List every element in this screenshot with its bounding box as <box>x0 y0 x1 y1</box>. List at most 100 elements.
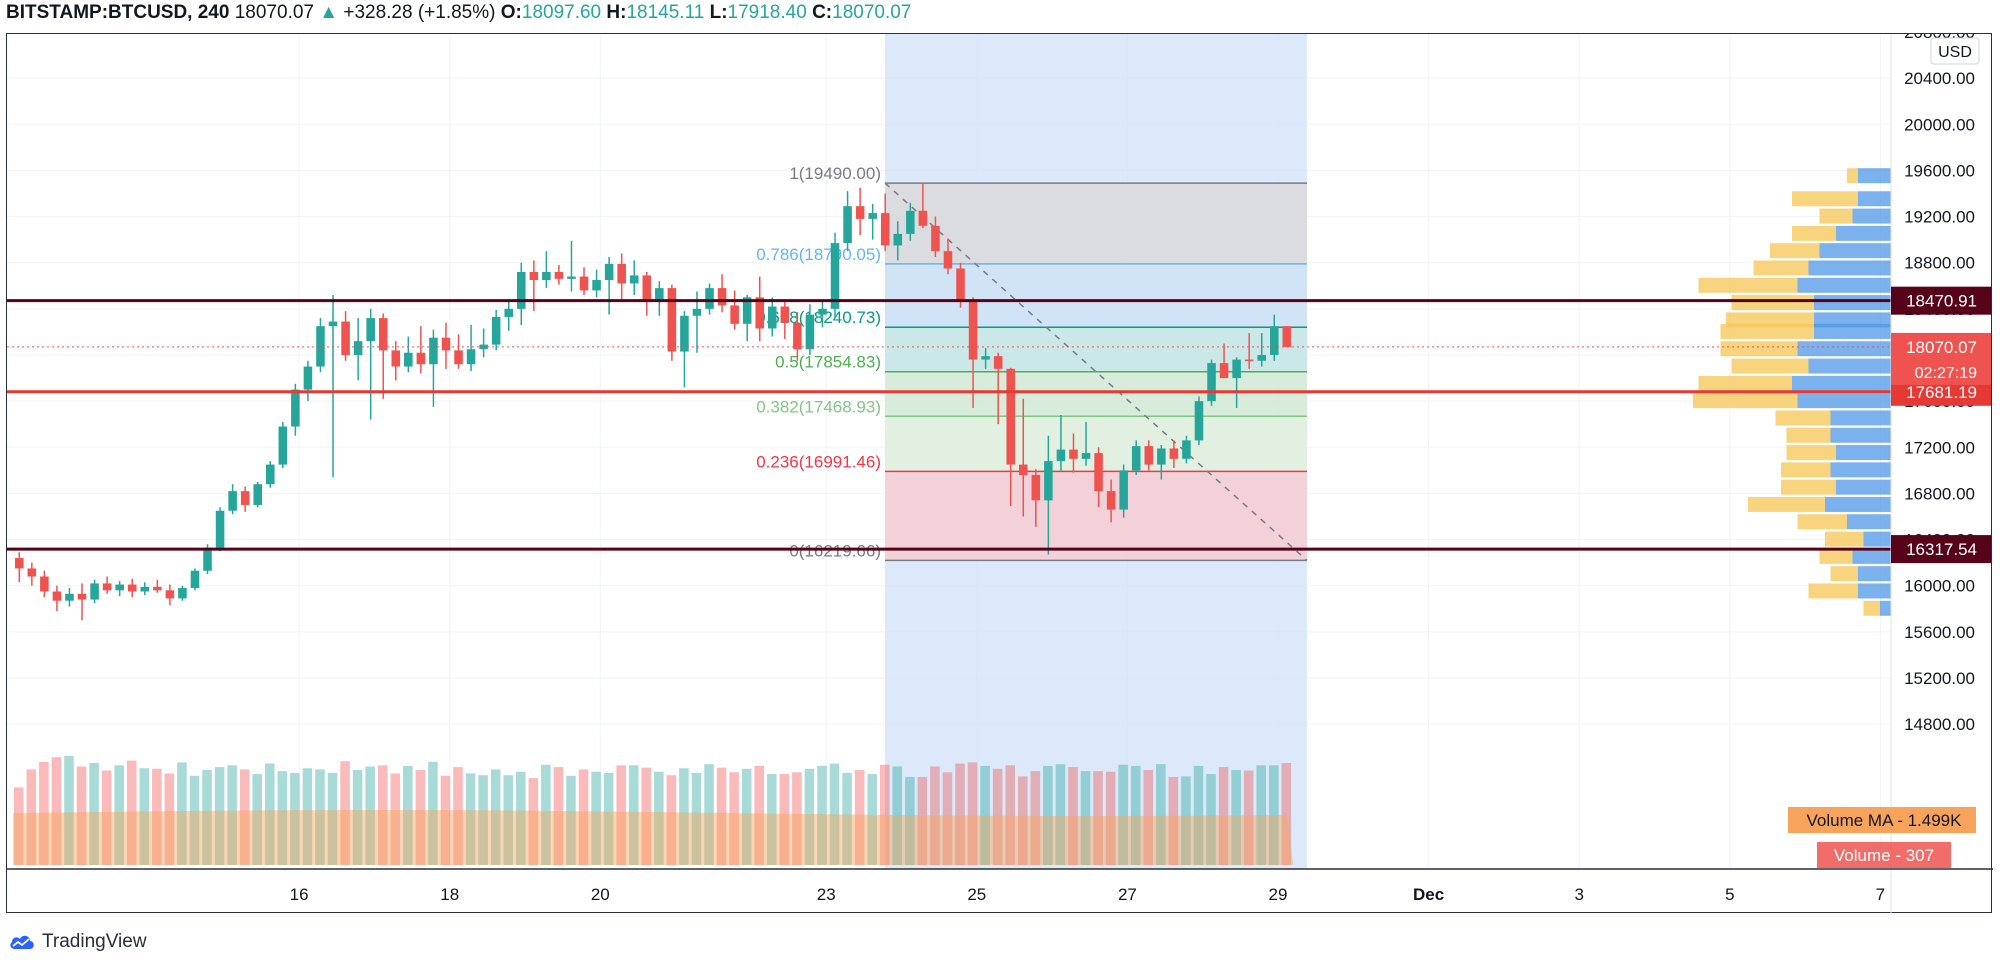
volume-profile-down <box>1792 191 1858 207</box>
level-price-label: 16317.54 <box>1906 540 1977 559</box>
volume-profile-up <box>1792 375 1891 391</box>
price-tick-label: 19600.00 <box>1904 161 1975 180</box>
candle-body <box>931 225 940 252</box>
volume-profile-down <box>1863 600 1880 616</box>
volume-bar <box>917 776 928 865</box>
volume-profile-down <box>1731 358 1809 374</box>
chart-frame[interactable]: 1(19490.00) 0.786(18790.05) 0.618(18240.73… <box>6 33 1993 914</box>
candle-body <box>27 568 37 577</box>
candle-body <box>517 271 526 309</box>
time-tick-label: 7 <box>1876 885 1885 904</box>
candle-body <box>178 588 187 599</box>
volume-bar <box>39 761 49 865</box>
volume-profile-up <box>1830 410 1891 426</box>
price-chart[interactable]: 1(19490.00)0.786(18790.05)0.618(18240.73… <box>7 34 1993 914</box>
volume-bar <box>905 776 915 865</box>
volume-bar <box>51 757 62 865</box>
candle-body <box>1069 449 1078 459</box>
fib-level-label: 0.786(18790.05) <box>756 245 881 264</box>
candle-body <box>830 243 840 309</box>
volume-bar <box>603 772 614 865</box>
candle-body <box>190 570 200 589</box>
candle-body <box>140 586 150 592</box>
candle-body <box>818 308 827 315</box>
volume-profile-down <box>1720 341 1798 357</box>
volume-bar <box>980 765 990 865</box>
volume-bar <box>591 771 601 865</box>
candle-body <box>416 352 426 365</box>
volume-profile-down <box>1830 566 1858 582</box>
price-tick-label: 14800.00 <box>1904 715 1975 734</box>
close-value: 18070.07 <box>832 2 912 23</box>
volume-profile-up <box>1808 260 1891 276</box>
candle-body <box>629 275 639 284</box>
candle-body <box>529 271 539 281</box>
volume-bar <box>164 773 175 865</box>
volume-bar <box>741 768 752 865</box>
candle-body <box>115 584 124 591</box>
brand-name[interactable]: TradingView <box>42 931 147 952</box>
candle-body <box>77 593 87 600</box>
candle-body <box>843 206 852 244</box>
fib-level-label: 0.5(17854.83) <box>775 353 881 372</box>
candle-body <box>868 213 877 219</box>
volume-bar <box>892 766 903 865</box>
candle-body <box>65 593 74 601</box>
level-price-label: 18470.91 <box>1906 292 1977 311</box>
volume-bar <box>792 772 802 865</box>
candle-body <box>441 337 451 351</box>
fib-zone-band <box>885 327 1307 372</box>
volume-bar <box>1118 764 1128 865</box>
volume-ma-label: Volume MA - 1.499K <box>1807 811 1963 830</box>
candle-body <box>504 308 513 317</box>
volume-bar <box>453 767 463 865</box>
volume-bar <box>1080 771 1091 865</box>
candle-body <box>592 280 601 291</box>
volume-profile-down <box>1698 375 1792 391</box>
volume-bar <box>804 768 815 865</box>
volume-bar <box>1231 769 1241 865</box>
volume-bar <box>265 763 275 865</box>
volume-bar <box>1093 771 1103 865</box>
volume-bar <box>490 769 501 865</box>
candle-body <box>742 297 752 324</box>
time-tick-label: 20 <box>591 885 610 904</box>
candle-body <box>855 206 865 219</box>
price-tick-label: 16000.00 <box>1904 577 1975 596</box>
volume-bar <box>327 772 338 865</box>
volume-bar <box>817 765 827 865</box>
change-arrow: ▲ <box>319 2 339 23</box>
volume-bar <box>566 775 576 865</box>
candle-body <box>266 464 275 485</box>
time-tick-label: 29 <box>1269 885 1288 904</box>
volume-profile-up <box>1808 358 1891 374</box>
time-tick-label: 23 <box>817 885 836 904</box>
symbol-name[interactable]: BITSTAMP:BTCUSD, 240 <box>6 2 230 23</box>
candle-body <box>1270 326 1279 355</box>
volume-profile-down <box>1770 243 1820 259</box>
last-price: 18070.07 <box>234 2 314 23</box>
fib-level-label: 0(16219.66) <box>789 541 881 560</box>
tradingview-cloud-icon[interactable] <box>8 933 36 951</box>
price-tick-label: 15600.00 <box>1904 623 1975 642</box>
candle-body <box>341 321 350 355</box>
volume-bar <box>377 765 388 865</box>
volume-profile-up <box>1819 243 1891 259</box>
fib-zone-band <box>885 183 1307 264</box>
candle-body <box>15 558 24 569</box>
candle-body <box>240 491 250 505</box>
volume-bar <box>553 767 564 865</box>
volume-bar <box>779 774 790 865</box>
candle-body <box>604 263 614 281</box>
volume-bar <box>177 762 187 865</box>
candle-body <box>1081 453 1091 459</box>
candle-body <box>642 275 652 301</box>
candle-body <box>943 251 953 269</box>
fibonacci-retracement: 1(19490.00)0.786(18790.05)0.618(18240.73… <box>756 34 1308 869</box>
candle-body <box>316 326 325 367</box>
volume-profile-down <box>1819 208 1853 224</box>
volume-bar <box>842 772 852 865</box>
volume-bar <box>1043 765 1053 865</box>
volume-bar <box>1181 776 1191 865</box>
candle-body <box>1207 363 1216 402</box>
